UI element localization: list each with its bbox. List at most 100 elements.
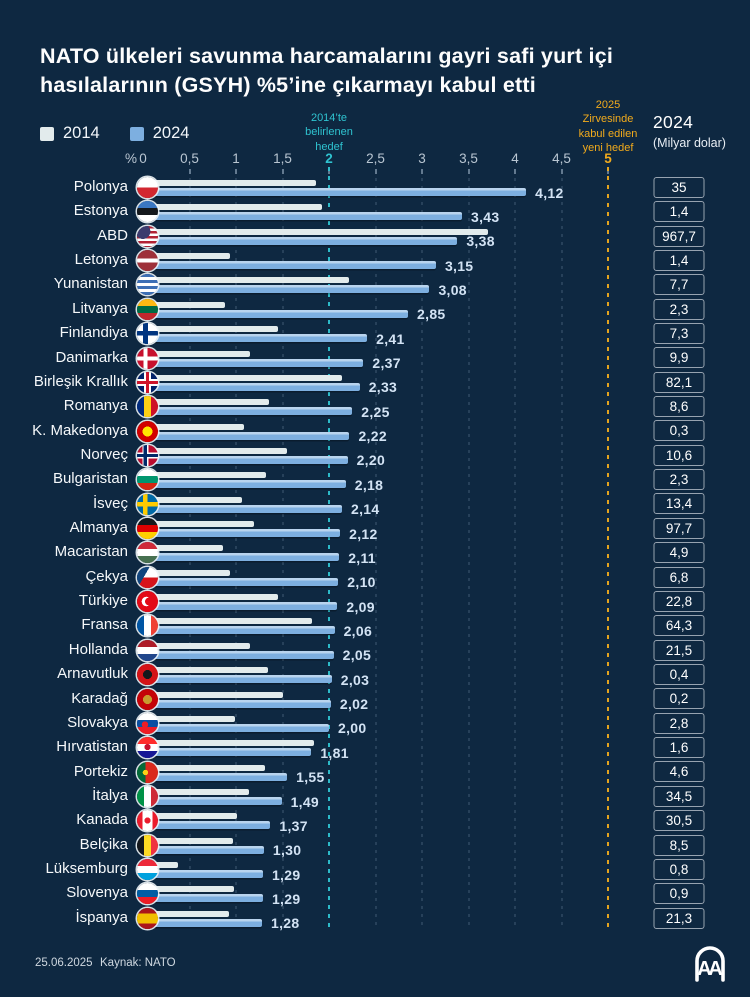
svg-text:A: A [697,958,711,980]
spend-2024-box: 7,7 [653,274,705,296]
bar-2024-value-label: 1,81 [320,744,349,761]
norway-flag [137,444,158,466]
axis-tick-label: 3,5 [459,151,478,166]
country-label: Hırvatistan [56,738,128,756]
bar-2014 [143,423,245,430]
country-label: Çekya [85,567,128,585]
spend-2024-box: 0,3 [653,420,705,442]
bar-pair: 1,30 [143,833,750,858]
bar-2024 [143,723,329,732]
axis-tick-label: 1,5 [273,151,292,166]
country-row: Litvanya 2,85 2,3 [0,297,750,322]
bar-2014 [143,618,313,625]
axis-tick-dash [188,169,191,174]
spend-2024-box: 4,6 [653,761,705,783]
bar-2024 [143,480,346,489]
country-row: Portekiz 1,55 4,6 [0,760,750,786]
country-row: Birleşik Krallık 2,33 82,1 [0,370,750,395]
bar-2024-value-label: 2,18 [354,476,384,493]
bar-pair: 4,12 [143,175,750,200]
country-row: Letonya 3,15 1,4 [0,248,750,273]
lithuania-flag [137,298,158,320]
bar-pair: 2,02 [143,687,750,712]
bar-2024-value-label: 1,49 [290,793,320,810]
country-row: Norveç 2,20 10,6 [0,443,750,469]
romania-flag [137,396,158,418]
country-label: Slovenya [66,884,128,902]
bar-2024 [143,870,263,879]
bar-pair: 1,37 [143,808,750,833]
gridline [514,178,516,930]
bar-pair: 1,81 [143,735,750,761]
bar-pair: 2,25 [143,394,750,420]
axis-tick-dash [281,169,284,174]
spend-2024-box: 0,9 [653,883,705,905]
bar-2024 [143,797,282,805]
country-label: Hollanda [68,640,128,658]
bar-2024 [143,577,339,586]
bar-pair: 1,29 [143,857,750,883]
bar-2024-value-label: 2,03 [340,671,370,688]
bar-2014 [143,594,278,601]
gridline [561,178,562,930]
bar-2014 [143,180,316,186]
bar-2024 [143,650,334,659]
spend-2024-box: 82,1 [653,371,705,393]
country-row: Hırvatistan 1,81 1,6 [0,735,750,761]
bar-2024-value-label: 2,20 [356,452,386,469]
axis-tick-dash [467,169,470,174]
bar-2024 [143,602,338,611]
greece-flag [137,274,158,296]
country-row: İspanya 1,28 21,3 [0,906,750,932]
bar-2024-value-label: 3,43 [470,208,500,225]
czechia-flag [137,566,158,588]
annotation-line: Zirvesinde [582,113,634,126]
country-row: Estonya 3,43 1,4 [0,199,750,225]
bar-2014 [143,350,250,357]
bar-2024-value-label: 1,55 [296,769,325,786]
axis-tick-dash [421,169,423,174]
bar-pair: 2,20 [143,443,750,469]
bar-2024-value-label: 2,25 [361,403,390,420]
bar-2024 [143,894,263,903]
axis-tick-label: 2 [325,151,333,166]
bar-2014 [143,715,236,722]
country-row: Türkiye 2,09 22,8 [0,589,750,614]
estonia-flag [137,201,158,223]
annotation-line: belirlenen [305,126,353,139]
bar-pair: 3,38 [143,224,750,249]
spend-2024-box: 22,8 [653,590,705,612]
bar-pair: 2,06 [143,613,750,638]
footer-date: 25.06.2025 [35,957,93,969]
bar-2024 [143,334,368,343]
bar-2024-value-label: 2,14 [351,501,380,518]
bar-2024-value-label: 2,05 [342,647,372,664]
bar-2024 [143,261,436,270]
bar-2014 [143,399,269,406]
bar-2024 [143,553,340,562]
bar-2014 [143,910,229,917]
bar-2014 [143,789,250,795]
page-title: NATO ülkeleri savunma harcamalarını gayr… [40,44,614,97]
axis-tick-dash [514,169,516,174]
sweden-flag [137,493,158,515]
bar-2014 [143,764,265,771]
bar-2024-value-label: 1,28 [271,915,300,932]
country-row: Finlandiya 2,41 7,3 [0,321,750,346]
svg-text:A: A [708,958,722,980]
spend-2024-box: 34,5 [653,785,705,807]
spend-2024-box: 13,4 [653,493,705,515]
country-label: Fransa [81,616,128,634]
bar-pair: 2,09 [143,589,750,614]
country-row: İsveç 2,14 13,4 [0,492,750,518]
country-row: Karadağ 2,02 0,2 [0,687,750,712]
country-row: Arnavutluk 2,03 0,4 [0,662,750,688]
axis-unit-label: % [124,151,137,166]
gridline [421,178,423,930]
bar-2014 [143,326,278,333]
spend-2024-box: 967,7 [653,225,705,247]
bar-pair: 2,22 [143,419,750,444]
bar-2014 [143,837,234,844]
bar-2024-value-label: 1,29 [271,866,301,883]
gridline [375,178,376,930]
